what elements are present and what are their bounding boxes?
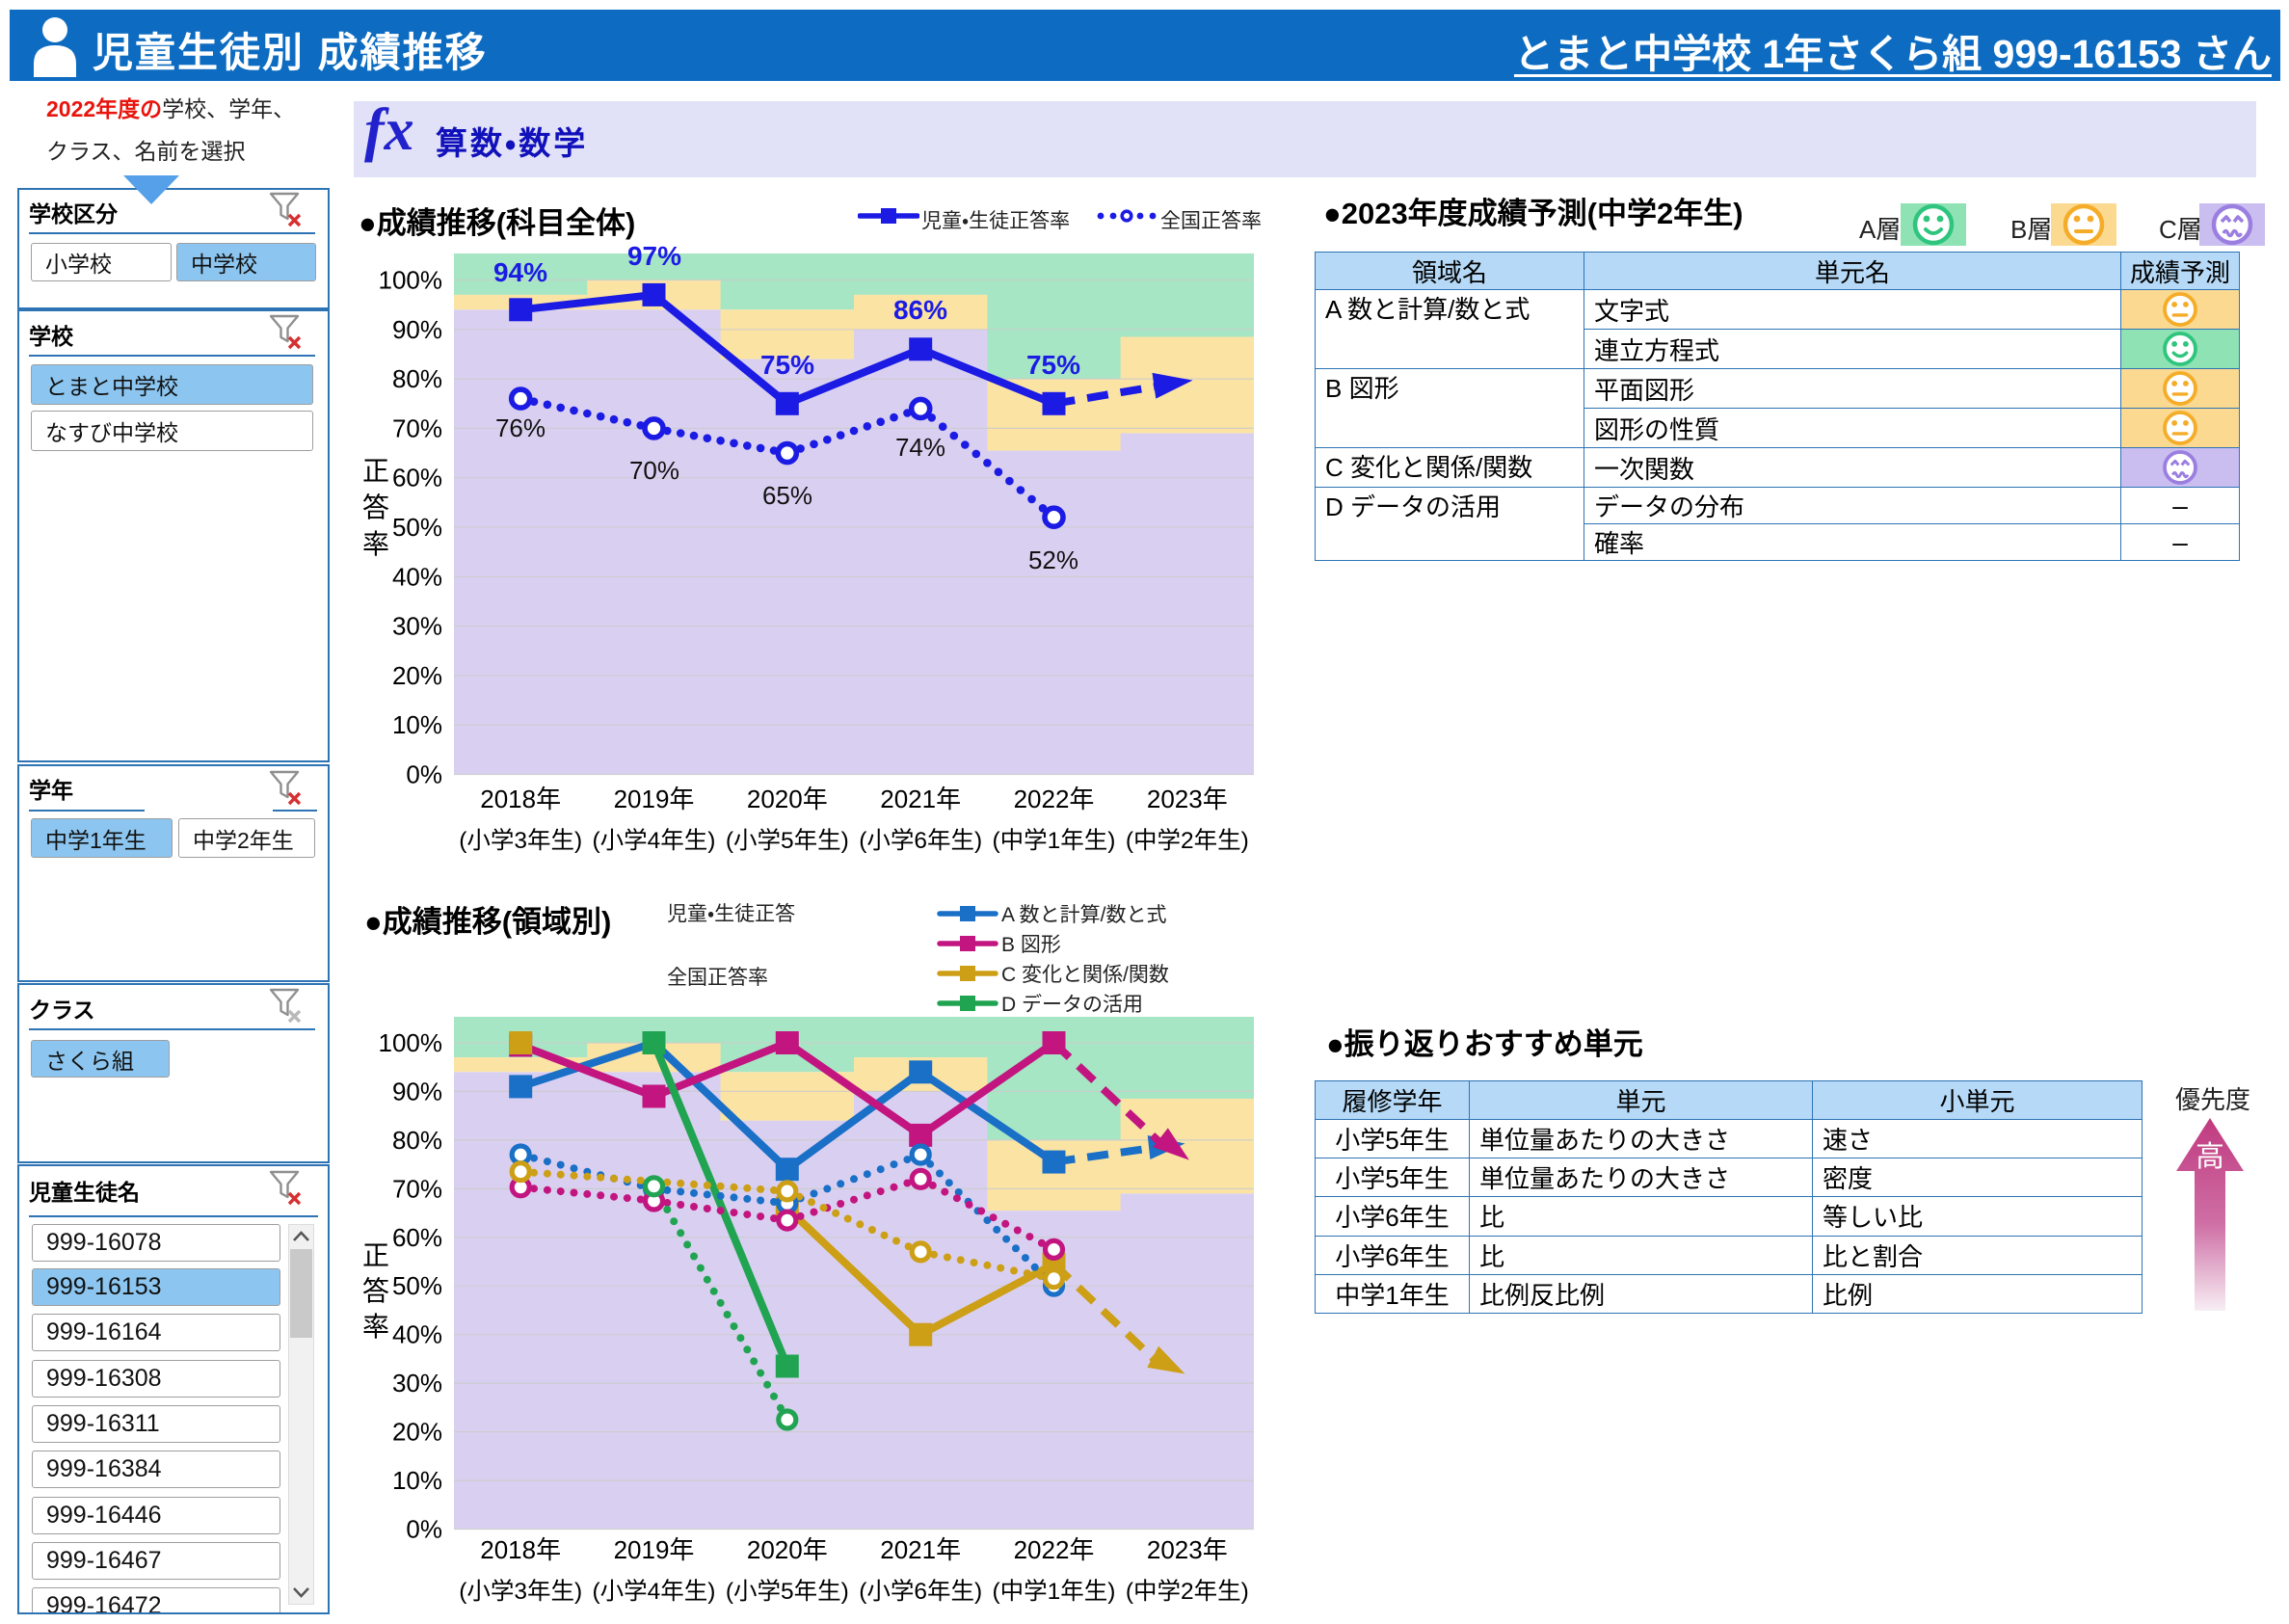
svg-text:0%: 0% (406, 760, 442, 789)
svg-text:率: 率 (362, 529, 389, 559)
svg-text:(中学1年生): (中学1年生) (993, 827, 1116, 854)
svg-text:2018年: 2018年 (480, 1535, 561, 1564)
svg-text:2020年: 2020年 (747, 785, 828, 813)
svg-text:86%: 86% (893, 295, 947, 325)
svg-text:2019年: 2019年 (614, 1535, 695, 1564)
svg-text:(小学4年生): (小学4年生) (593, 1578, 716, 1605)
svg-text:(中学2年生): (中学2年生) (1126, 827, 1249, 854)
svg-text:76%: 76% (495, 413, 546, 442)
svg-text:100%: 100% (379, 1028, 443, 1057)
svg-text:20%: 20% (392, 661, 442, 690)
svg-text:0%: 0% (406, 1515, 442, 1544)
svg-text:30%: 30% (392, 612, 442, 641)
svg-text:答: 答 (362, 493, 389, 522)
svg-text:(小学3年生): (小学3年生) (459, 827, 582, 854)
svg-text:80%: 80% (392, 1126, 442, 1155)
svg-text:80%: 80% (392, 364, 442, 393)
svg-text:90%: 90% (392, 315, 442, 344)
svg-text:40%: 40% (392, 1320, 442, 1349)
svg-text:答: 答 (362, 1276, 389, 1306)
svg-text:75%: 75% (1026, 350, 1080, 380)
svg-text:74%: 74% (895, 433, 945, 462)
svg-text:(小学6年生): (小学6年生) (859, 827, 982, 854)
svg-text:高: 高 (2196, 1141, 2224, 1173)
svg-text:94%: 94% (493, 257, 547, 287)
svg-text:2021年: 2021年 (880, 785, 961, 813)
svg-text:65%: 65% (762, 481, 812, 510)
svg-text:10%: 10% (392, 1466, 442, 1495)
svg-text:2022年: 2022年 (1014, 785, 1095, 813)
svg-text:30%: 30% (392, 1369, 442, 1398)
svg-text:60%: 60% (392, 464, 442, 493)
svg-text:C 変化と関係/関数: C 変化と関係/関数 (1001, 964, 1169, 986)
svg-text:(小学3年生): (小学3年生) (459, 1578, 582, 1605)
svg-text:(中学1年生): (中学1年生) (993, 1578, 1116, 1605)
svg-text:(小学5年生): (小学5年生) (726, 1578, 849, 1605)
svg-text:70%: 70% (392, 1174, 442, 1203)
svg-text:75%: 75% (760, 350, 814, 380)
svg-text:(中学2年生): (中学2年生) (1126, 1578, 1249, 1605)
svg-text:97%: 97% (627, 241, 681, 271)
svg-text:100%: 100% (379, 266, 443, 295)
svg-text:(小学4年生): (小学4年生) (593, 827, 716, 854)
svg-text:50%: 50% (392, 1271, 442, 1300)
svg-text:B 図形: B 図形 (1001, 934, 1061, 956)
svg-text:10%: 10% (392, 710, 442, 739)
svg-text:2022年: 2022年 (1014, 1535, 1095, 1564)
svg-text:正: 正 (362, 456, 389, 486)
svg-text:率: 率 (362, 1312, 389, 1342)
svg-text:2021年: 2021年 (880, 1535, 961, 1564)
svg-text:2020年: 2020年 (747, 1535, 828, 1564)
svg-text:90%: 90% (392, 1077, 442, 1105)
svg-text:70%: 70% (392, 413, 442, 442)
svg-text:正: 正 (362, 1240, 389, 1270)
svg-text:60%: 60% (392, 1223, 442, 1252)
svg-text:2023年: 2023年 (1147, 785, 1228, 813)
svg-text:D データの活用: D データの活用 (1001, 994, 1143, 1016)
svg-text:(小学5年生): (小学5年生) (726, 827, 849, 854)
svg-text:70%: 70% (629, 456, 679, 485)
svg-text:20%: 20% (392, 1418, 442, 1447)
svg-text:2019年: 2019年 (614, 785, 695, 813)
svg-text:2018年: 2018年 (480, 785, 561, 813)
svg-text:2023年: 2023年 (1147, 1535, 1228, 1564)
svg-text:(小学6年生): (小学6年生) (859, 1578, 982, 1605)
svg-text:40%: 40% (392, 562, 442, 591)
svg-text:50%: 50% (392, 513, 442, 542)
svg-text:A 数と計算/数と式: A 数と計算/数と式 (1001, 904, 1167, 926)
svg-text:52%: 52% (1028, 546, 1078, 574)
